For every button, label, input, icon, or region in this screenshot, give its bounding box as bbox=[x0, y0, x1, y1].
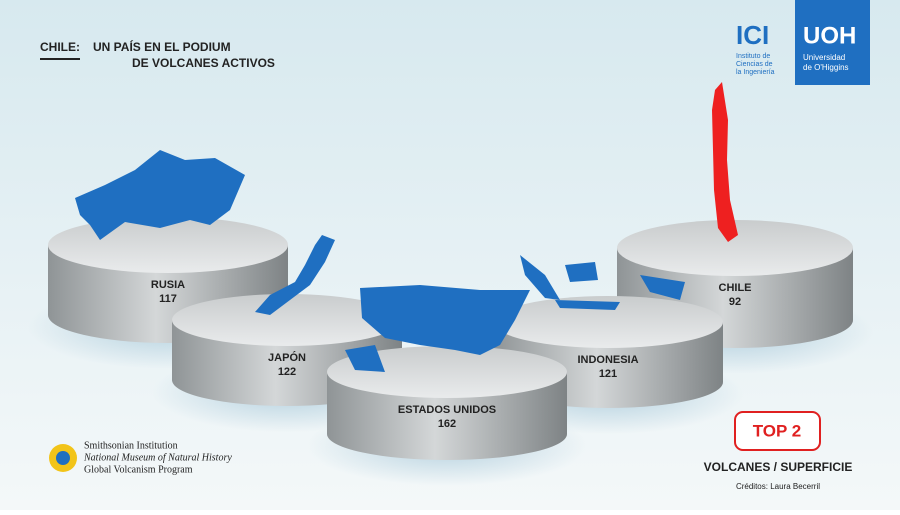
podiums: RUSIA 117 CHILE 92 JAPÓN 122 INDONESIA 121 ESTAD… bbox=[28, 82, 873, 486]
country-map bbox=[345, 285, 530, 372]
country-name: JAPÓN bbox=[268, 351, 306, 364]
title-line: DE VOLCANES ACTIVOS bbox=[132, 56, 275, 70]
logo-name: UOH bbox=[803, 22, 856, 49]
volcano-count: 121 bbox=[599, 368, 617, 380]
podium-top bbox=[327, 346, 567, 398]
podium-top bbox=[172, 294, 402, 346]
logo-text: de O'Higgins bbox=[803, 63, 849, 72]
podium-top bbox=[493, 296, 723, 348]
badge-box bbox=[734, 411, 821, 451]
logo-text: Ciencias de bbox=[736, 61, 773, 68]
country-map bbox=[520, 255, 685, 310]
title-line: UN PAÍS EN EL PODIUM bbox=[93, 39, 231, 54]
source-text: Global Volcanism Program bbox=[84, 464, 193, 475]
country-name: RUSIA bbox=[151, 279, 185, 291]
podium: ESTADOS UNIDOS 162 bbox=[307, 285, 587, 486]
logo-text: Instituto de bbox=[736, 53, 770, 60]
volcano-count: 92 bbox=[729, 296, 741, 308]
country-name: ESTADOS UNIDOS bbox=[398, 404, 496, 416]
volcano-count: 122 bbox=[278, 366, 296, 378]
country-name: CHILE bbox=[719, 282, 752, 294]
country-map bbox=[255, 235, 335, 315]
podium-top bbox=[617, 220, 853, 276]
badge: TOP 2 bbox=[753, 421, 802, 440]
uoh-logo: UOH Universidad de O'Higgins bbox=[795, 0, 870, 85]
caption: VOLCANES / SUPERFICIE bbox=[704, 460, 853, 474]
logo-text: la Ingeniería bbox=[736, 69, 775, 76]
volcano-count: 162 bbox=[438, 418, 456, 430]
credits: Créditos: Laura Becerril bbox=[736, 482, 820, 491]
title: CHILE: UN PAÍS EN EL PODIUM DE VOLCANES … bbox=[40, 39, 275, 70]
source: Smithsonian Institution National Museum … bbox=[49, 440, 232, 475]
ici-logo: ICI Instituto de Ciencias de la Ingenier… bbox=[736, 20, 775, 76]
logo-box bbox=[795, 0, 870, 85]
title-label: CHILE: bbox=[40, 40, 80, 54]
source-text: Smithsonian Institution bbox=[84, 440, 178, 451]
country-map bbox=[75, 150, 245, 240]
source-text: National Museum of Natural History bbox=[83, 452, 232, 463]
country-map bbox=[712, 82, 738, 242]
source-logo bbox=[56, 451, 70, 465]
logo-name: ICI bbox=[736, 20, 769, 50]
logo-text: Universidad bbox=[803, 53, 845, 62]
country-name: INDONESIA bbox=[577, 354, 638, 366]
volcano-count: 117 bbox=[159, 293, 177, 305]
